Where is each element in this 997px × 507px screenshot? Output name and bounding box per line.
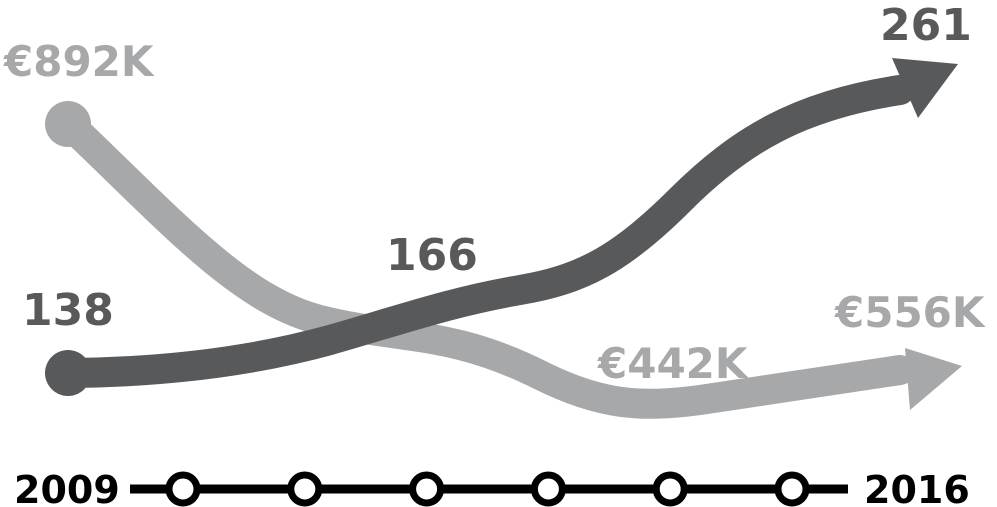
count-label-start: 138 [22,285,114,336]
revenue-label-start: €892K [3,37,155,86]
count-arrowhead [892,58,958,118]
timeline-dots [165,471,810,507]
timeline-point [409,471,445,507]
timeline-point [530,471,566,507]
count-line [57,75,915,388]
revenue-start-dot [45,101,91,147]
revenue-label-end: €556K [834,288,986,337]
revenue-arrowhead [905,348,962,410]
series-count: 138 166 261 [22,0,972,396]
timeline-point [165,471,201,507]
timeline-end-label: 2016 [864,468,970,507]
timeline-point [287,471,323,507]
count-label-end: 261 [880,0,972,51]
count-start-dot [45,350,91,396]
count-label-mid: 166 [386,230,478,281]
timeline-point [774,471,810,507]
timeline-point [652,471,688,507]
timeline-start-label: 2009 [14,468,120,507]
timeline: 2009 2016 [14,468,970,507]
revenue-label-mid: €442K [597,339,749,388]
